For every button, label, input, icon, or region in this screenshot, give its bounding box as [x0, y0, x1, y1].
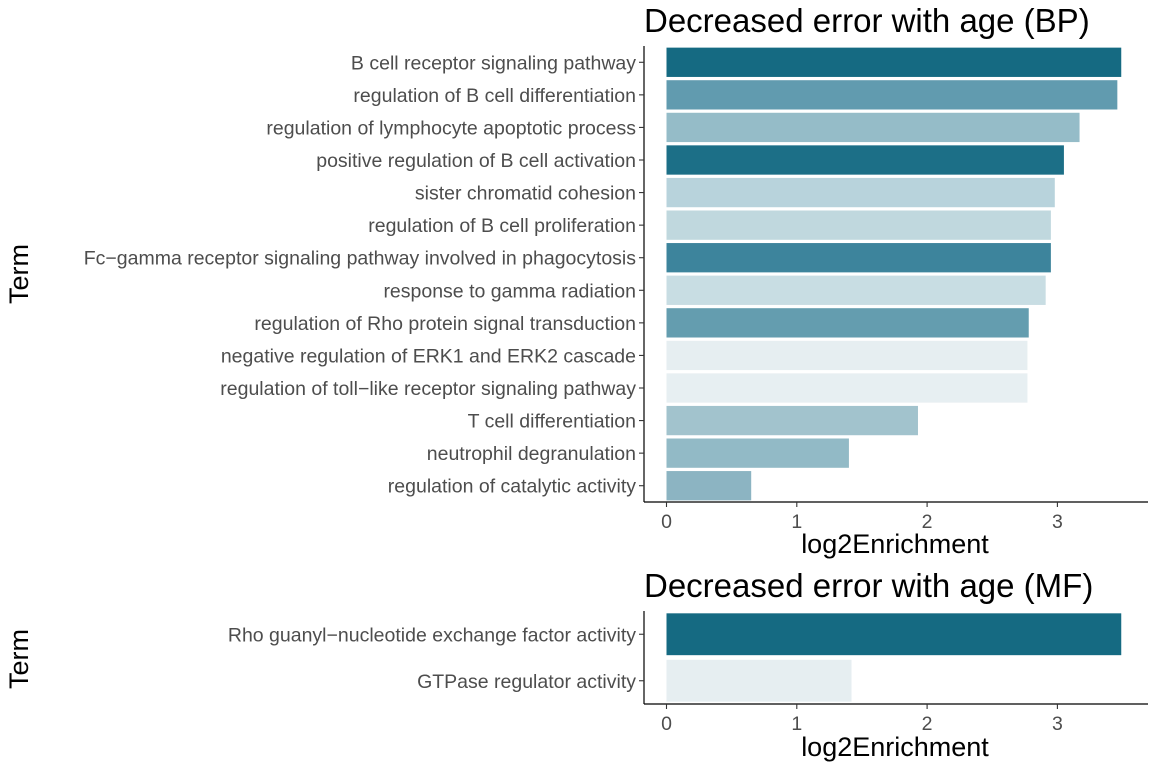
bp-bar: [666, 80, 1118, 110]
bp-y-tick-label: regulation of catalytic activity: [388, 476, 636, 498]
bp-y-tick-label: regulation of B cell proliferation: [368, 215, 636, 237]
bp-bar: [666, 145, 1064, 175]
bp-y-tick-label: regulation of Rho protein signal transdu…: [254, 313, 636, 335]
bp-bar: [666, 405, 918, 436]
bp-bar: [666, 112, 1080, 143]
bp-y-tick-label: B cell receptor signaling pathway: [351, 52, 636, 74]
mf-chart-title: Decreased error with age (MF): [644, 567, 1093, 604]
mf-bar: [666, 659, 852, 702]
bp-y-tick-label: Fc−gamma receptor signaling pathway invo…: [84, 248, 637, 270]
mf-x-tick-label: 2: [922, 713, 933, 735]
mf-y-axis-title: Term: [4, 629, 34, 689]
mf-bar: [666, 613, 1122, 656]
mf-y-tick-label: Rho guanyl−nucleotide exchange factor ac…: [228, 624, 636, 646]
bp-y-tick-label: negative regulation of ERK1 and ERK2 cas…: [221, 345, 636, 367]
bp-bar: [666, 47, 1122, 77]
bp-y-tick-label: positive regulation of B cell activation: [316, 150, 636, 172]
bp-x-tick-label: 3: [1052, 511, 1063, 533]
bp-bar: [666, 438, 849, 468]
bp-y-tick-label: regulation of lymphocyte apoptotic proce…: [266, 117, 636, 139]
mf-chart-panel: Decreased error with age (MF) Term log2E…: [4, 567, 1148, 762]
bp-chart-title: Decreased error with age (BP): [644, 2, 1090, 39]
bp-y-tick-label: regulation of B cell differentiation: [353, 85, 636, 107]
bp-x-tick-label: 2: [922, 511, 933, 533]
bp-y-axis-title: Term: [4, 244, 34, 304]
bp-x-tick-label: 1: [791, 511, 802, 533]
bp-chart-panel: Decreased error with age (BP) Term log2E…: [4, 2, 1148, 559]
bp-x-tick-label: 0: [661, 511, 672, 533]
bp-bar: [666, 471, 752, 501]
bp-y-tick-label: response to gamma radiation: [383, 280, 636, 302]
mf-x-tick-label: 3: [1052, 713, 1063, 735]
bp-y-tick-label: T cell differentiation: [468, 411, 636, 433]
bp-bar: [666, 340, 1028, 371]
bp-y-tick-label: regulation of toll−like receptor signali…: [220, 378, 636, 400]
mf-x-tick-label: 0: [661, 713, 672, 735]
mf-y-tick-label: GTPase regulator activity: [417, 671, 636, 693]
bp-bar: [666, 275, 1046, 305]
bp-bar: [666, 243, 1051, 273]
bp-bar: [666, 177, 1055, 208]
bp-bar: [666, 308, 1029, 338]
bp-bar: [666, 373, 1028, 403]
mf-x-axis-title: log2Enrichment: [801, 732, 989, 762]
bp-x-axis-title: log2Enrichment: [801, 529, 989, 559]
bp-bar: [666, 210, 1051, 240]
bp-y-tick-label: sister chromatid cohesion: [415, 183, 636, 205]
bp-y-tick-label: neutrophil degranulation: [427, 443, 636, 465]
mf-x-tick-label: 1: [791, 713, 802, 735]
